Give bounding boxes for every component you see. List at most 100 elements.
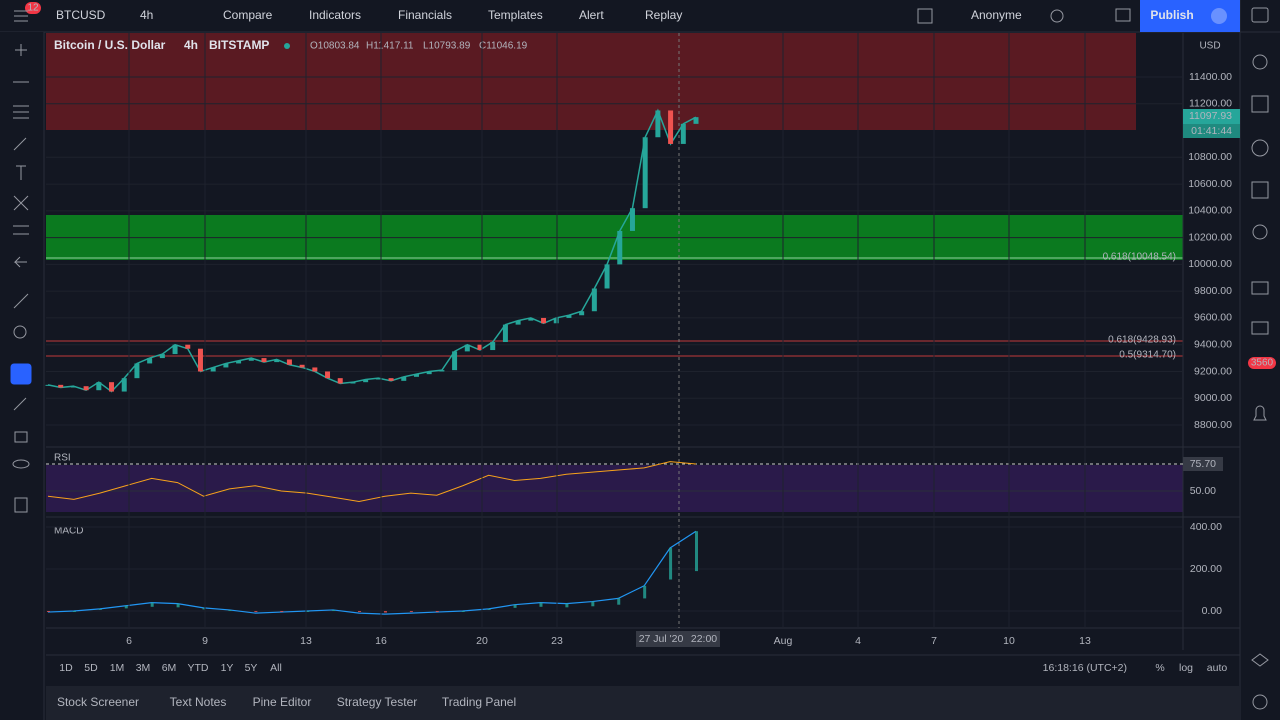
macd-label: MACD bbox=[54, 526, 83, 537]
range-button[interactable]: All bbox=[270, 662, 282, 674]
time-label: 16 bbox=[375, 635, 387, 647]
candle bbox=[236, 360, 242, 364]
candle bbox=[617, 230, 623, 265]
tool-icons[interactable] bbox=[10, 10, 32, 513]
rsi-tick-label: 50.00 bbox=[1190, 485, 1216, 497]
publish-button[interactable] bbox=[1140, 0, 1240, 32]
bottom-tab[interactable]: Strategy Tester bbox=[337, 695, 417, 709]
candle bbox=[426, 371, 432, 375]
range-button[interactable]: 6M bbox=[162, 662, 177, 674]
bottom-tab[interactable]: Stock Screener bbox=[57, 695, 139, 709]
macd-histogram bbox=[539, 602, 543, 607]
macd-histogram bbox=[695, 531, 698, 572]
candle bbox=[223, 363, 229, 368]
price-tick-label: 9600.00 bbox=[1194, 312, 1232, 324]
toolbar-button[interactable]: Financials bbox=[398, 8, 452, 22]
bottom-tabs bbox=[46, 686, 1240, 720]
candle bbox=[680, 123, 686, 144]
macd-histogram bbox=[202, 607, 206, 610]
notification-badge: 3560 bbox=[1251, 358, 1274, 369]
candle bbox=[286, 359, 292, 365]
toolbar-button[interactable]: Alert bbox=[579, 8, 604, 22]
scale-option[interactable]: log bbox=[1179, 662, 1193, 674]
legend-exchange: BITSTAMP bbox=[209, 38, 269, 52]
bottom-tab[interactable]: Text Notes bbox=[170, 695, 227, 709]
toolbar-button[interactable]: Replay bbox=[645, 8, 682, 22]
candle bbox=[490, 342, 496, 351]
macd-histogram bbox=[228, 609, 232, 611]
price-tick-label: 11200.00 bbox=[1189, 98, 1232, 110]
candle bbox=[172, 344, 178, 355]
candle bbox=[134, 363, 140, 379]
candle bbox=[312, 367, 318, 372]
fib-label: 0.618(9428.93) bbox=[1108, 335, 1176, 346]
status-dot bbox=[284, 43, 290, 49]
countdown-box bbox=[1183, 124, 1240, 138]
range-button[interactable]: 5Y bbox=[245, 662, 258, 674]
macd-histogram bbox=[591, 601, 595, 607]
candle bbox=[655, 110, 661, 138]
macd-histogram bbox=[565, 603, 569, 608]
time-label: 20 bbox=[476, 635, 488, 647]
user-name[interactable]: Anonyme bbox=[971, 8, 1022, 22]
candle bbox=[553, 317, 559, 324]
right-icons[interactable] bbox=[917, 7, 1269, 710]
range-button[interactable]: 1Y bbox=[221, 662, 234, 674]
candle bbox=[337, 378, 343, 384]
macd-histogram bbox=[409, 611, 413, 613]
legend-interval: 4h bbox=[184, 38, 198, 52]
range-button[interactable]: 1M bbox=[110, 662, 125, 674]
candle bbox=[388, 378, 394, 381]
ohlc-value: O10803.84 bbox=[310, 41, 360, 52]
bottom-tab[interactable]: Trading Panel bbox=[442, 695, 516, 709]
time-label: 7 bbox=[931, 635, 937, 647]
time-label: 13 bbox=[300, 635, 312, 647]
macd-histogram bbox=[254, 611, 258, 613]
toolbar-button[interactable]: Templates bbox=[488, 8, 543, 22]
candle bbox=[45, 384, 51, 386]
candle bbox=[147, 358, 153, 364]
crosshair-date: 27 Jul '20 bbox=[639, 633, 684, 645]
candle bbox=[58, 384, 64, 388]
range-button[interactable]: 5D bbox=[84, 662, 98, 674]
currency-label: USD bbox=[1199, 41, 1220, 52]
candle bbox=[629, 208, 635, 231]
macd-histogram bbox=[487, 608, 491, 610]
ohlc-value: H11417.11 bbox=[366, 41, 414, 52]
toolbar-button[interactable]: Indicators bbox=[309, 8, 361, 22]
replay-icon[interactable] bbox=[1211, 8, 1227, 24]
candle bbox=[363, 379, 369, 383]
price-tick-label: 10000.00 bbox=[1188, 258, 1232, 270]
candle bbox=[668, 110, 674, 144]
candle bbox=[299, 364, 305, 368]
candle bbox=[604, 264, 610, 289]
clock: 16:18:16 (UTC+2) bbox=[1043, 662, 1127, 674]
scale-option[interactable]: auto bbox=[1207, 662, 1228, 674]
interval[interactable]: 4h bbox=[140, 8, 153, 22]
price-tick-label: 10600.00 bbox=[1188, 178, 1232, 190]
price-tick-label: 9800.00 bbox=[1194, 285, 1232, 297]
legend-title: Bitcoin / U.S. Dollar bbox=[54, 38, 166, 52]
time-label: 6 bbox=[126, 635, 132, 647]
macd-histogram bbox=[98, 608, 102, 610]
publish-label[interactable]: Publish bbox=[1150, 8, 1193, 22]
range-button[interactable]: 3M bbox=[136, 662, 151, 674]
bottom-tab[interactable]: Pine Editor bbox=[253, 695, 312, 709]
candle bbox=[401, 376, 407, 381]
time-label: 9 bbox=[202, 635, 208, 647]
candle bbox=[693, 117, 699, 124]
top-toolbar bbox=[0, 0, 1280, 32]
ohlc-value: C11046.19 bbox=[479, 41, 528, 52]
last-price-box bbox=[1183, 109, 1240, 124]
macd-histogram bbox=[47, 611, 50, 612]
candle bbox=[642, 137, 648, 209]
range-button[interactable]: 1D bbox=[59, 662, 73, 674]
countdown: 01:41:44 bbox=[1191, 125, 1232, 137]
scale-option[interactable]: % bbox=[1155, 662, 1164, 674]
time-label: 4 bbox=[855, 635, 861, 647]
range-button[interactable]: YTD bbox=[188, 662, 209, 674]
macd-histogram bbox=[72, 611, 76, 612]
macd-histogram bbox=[124, 605, 128, 609]
toolbar-button[interactable]: Compare bbox=[223, 8, 273, 22]
candle bbox=[248, 358, 254, 361]
